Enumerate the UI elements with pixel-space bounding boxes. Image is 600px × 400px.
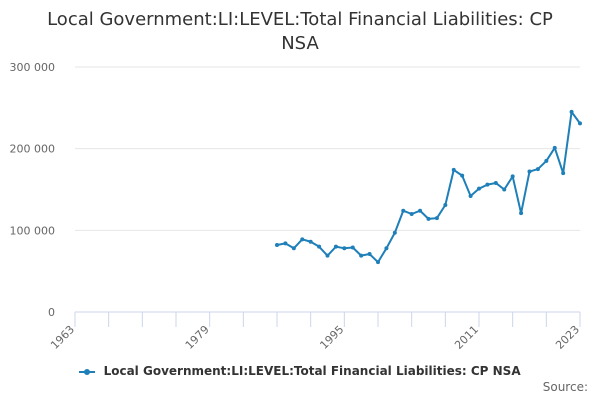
data-point bbox=[325, 253, 330, 258]
data-point bbox=[291, 246, 296, 251]
data-point bbox=[443, 203, 448, 208]
data-point bbox=[359, 253, 364, 258]
data-point bbox=[477, 186, 481, 191]
series-line bbox=[276, 110, 581, 264]
y-tick-label: 100 000 bbox=[10, 224, 56, 237]
data-point bbox=[561, 171, 566, 176]
data-point bbox=[283, 241, 288, 246]
series-layer bbox=[275, 109, 582, 265]
data-point bbox=[485, 182, 490, 187]
x-tick-label: 1979 bbox=[183, 323, 212, 352]
data-point bbox=[434, 216, 439, 221]
gridlines bbox=[75, 66, 580, 231]
data-point bbox=[460, 173, 465, 178]
data-point bbox=[569, 109, 574, 114]
chart-title-line-1: Local Government:LI:LEVEL:Total Financia… bbox=[47, 9, 553, 30]
chart-title-line-2: NSA bbox=[281, 33, 319, 54]
x-tick-label: 1995 bbox=[317, 323, 346, 352]
data-point bbox=[451, 167, 456, 172]
data-point bbox=[275, 243, 279, 248]
chart-title: Local Government:LI:LEVEL:Total Financia… bbox=[0, 8, 600, 56]
data-point bbox=[308, 239, 313, 244]
data-point bbox=[384, 246, 389, 251]
data-point bbox=[392, 230, 397, 235]
data-point bbox=[342, 246, 347, 251]
legend[interactable]: Local Government:LI:LEVEL:Total Financia… bbox=[0, 364, 600, 378]
data-point bbox=[426, 216, 431, 221]
data-point bbox=[510, 174, 515, 179]
data-point bbox=[468, 194, 473, 199]
data-point bbox=[502, 187, 507, 192]
data-point bbox=[409, 212, 414, 216]
y-tick-label: 300 000 bbox=[10, 61, 56, 74]
data-point bbox=[535, 167, 540, 172]
data-point bbox=[519, 211, 524, 216]
data-point bbox=[544, 158, 549, 163]
y-tick-label: 0 bbox=[48, 306, 55, 319]
data-point bbox=[317, 244, 322, 249]
data-point bbox=[333, 244, 338, 249]
source-label[interactable]: Source: bbox=[542, 380, 588, 394]
data-point bbox=[418, 208, 423, 213]
data-point bbox=[527, 169, 532, 174]
x-tick-label: 1963 bbox=[48, 323, 77, 352]
data-point bbox=[367, 252, 372, 257]
x-tick-label: 2011 bbox=[452, 323, 481, 352]
legend-series-label: Local Government:LI:LEVEL:Total Financia… bbox=[103, 364, 521, 378]
y-tick-label: 200 000 bbox=[10, 143, 56, 156]
data-point bbox=[401, 208, 406, 213]
data-point bbox=[552, 145, 557, 150]
legend-series-marker bbox=[79, 367, 96, 377]
data-point bbox=[493, 180, 498, 185]
data-point bbox=[578, 121, 582, 126]
data-point bbox=[300, 237, 305, 242]
data-point bbox=[350, 245, 355, 250]
axes: 0 100 000 200 000 300 000 1963 1979 1995 2011 20… bbox=[10, 61, 583, 352]
x-tick-label: 2023 bbox=[553, 323, 582, 352]
data-point bbox=[376, 260, 380, 265]
